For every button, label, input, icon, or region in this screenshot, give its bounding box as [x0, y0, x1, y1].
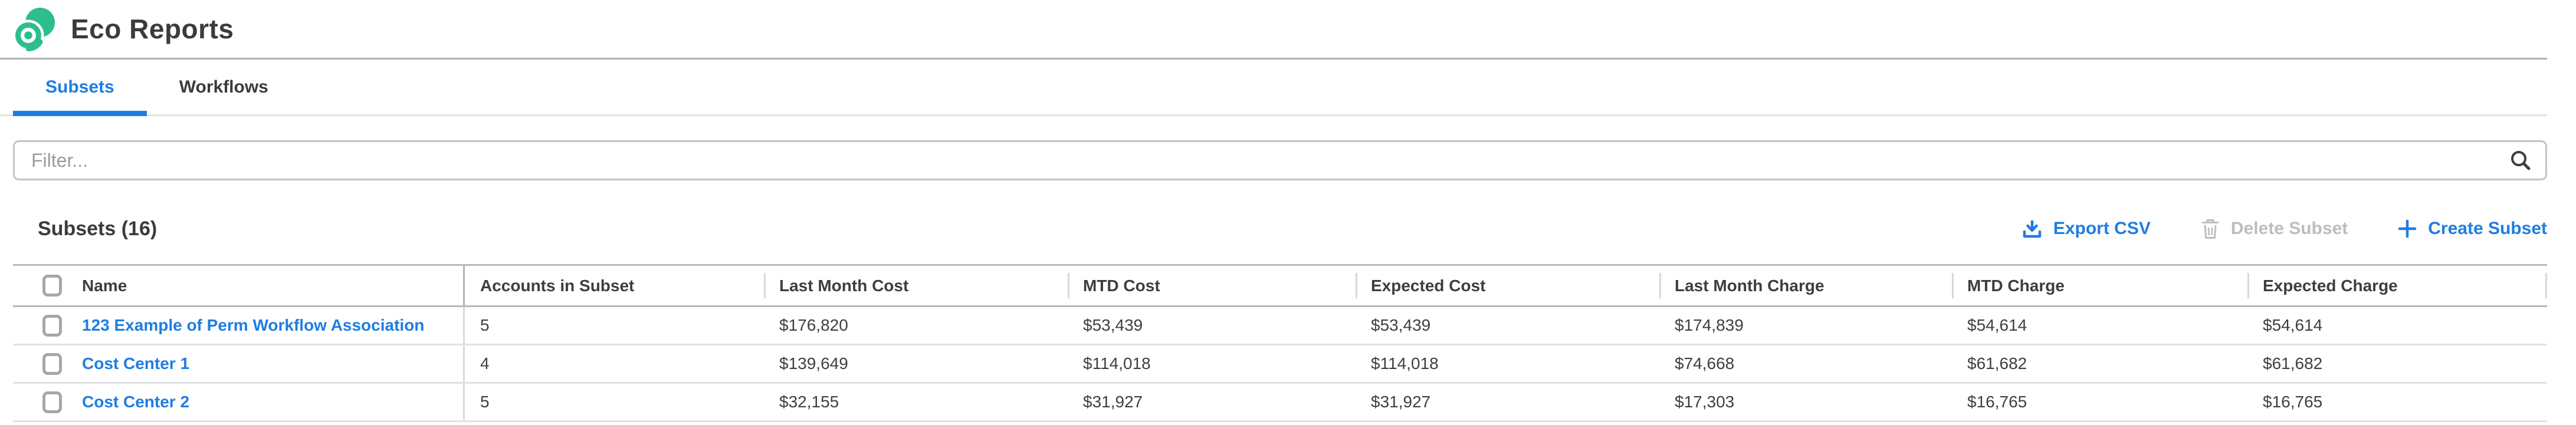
row-checkbox[interactable]: [42, 391, 62, 413]
mtd-cost-cell: $31,927: [1083, 393, 1143, 411]
last-month-charge-cell: $74,668: [1675, 354, 1735, 373]
tab-subsets[interactable]: Subsets: [13, 60, 147, 116]
column-header-accounts-in-subset: Accounts in Subset: [480, 276, 635, 295]
page-title: Eco Reports: [71, 14, 234, 44]
table-header-row: Name Accounts in Subset Last Month Cost …: [13, 264, 2547, 307]
expected-charge-cell: $16,765: [2263, 393, 2323, 411]
column-header-mtd-cost: MTD Cost: [1068, 266, 1356, 305]
expected-cost-cell: $114,018: [1371, 354, 1439, 373]
mtd-charge-cell: $16,765: [1967, 393, 2027, 411]
plus-icon: [2398, 219, 2417, 238]
subset-name-link[interactable]: Cost Center 1: [82, 354, 190, 373]
mtd-charge-cell: $54,614: [1967, 316, 2027, 334]
row-name-cell: Cost Center 2: [13, 384, 465, 420]
subsets-count-heading: Subsets (16): [38, 217, 157, 240]
table-row: Cost Center 2 5 $32,155 $31,927 $31,927 …: [13, 384, 2547, 422]
column-header-last-month-cost: Last Month Cost: [764, 266, 1068, 305]
toolbar: Subsets (16) Export CSV Delete Sub: [13, 210, 2547, 248]
mtd-cost-cell: $53,439: [1083, 316, 1143, 334]
subset-name-link[interactable]: 123 Example of Perm Workflow Association: [82, 316, 425, 334]
accounts-in-subset-cell: 5: [480, 316, 490, 334]
expected-cost-cell: $31,927: [1371, 393, 1431, 411]
filter-bar: [13, 140, 2547, 180]
last-month-cost-cell: $176,820: [779, 316, 848, 334]
subset-name-link[interactable]: Cost Center 2: [82, 393, 190, 411]
delete-subset-label: Delete Subset: [2230, 219, 2348, 238]
table-row: Cost Center 1 4 $139,649 $114,018 $114,0…: [13, 345, 2547, 384]
create-subset-button[interactable]: Create Subset: [2397, 219, 2547, 239]
last-month-charge-cell: $174,839: [1675, 316, 1744, 334]
expected-charge-cell: $61,682: [2263, 354, 2323, 373]
accounts-in-subset-cell: 5: [480, 393, 490, 411]
column-header-mtd-charge: MTD Charge: [1952, 266, 2247, 305]
mtd-charge-cell: $61,682: [1967, 354, 2027, 373]
expected-charge-cell: $54,614: [2263, 316, 2323, 334]
column-header-expected-charge: Expected Charge: [2247, 266, 2547, 305]
column-header-expected-cost: Expected Cost: [1356, 266, 1659, 305]
row-name-cell: Cost Center 1: [13, 345, 465, 382]
column-header-name: Name: [82, 276, 127, 295]
last-month-cost-cell: $32,155: [779, 393, 839, 411]
export-csv-label: Export CSV: [2053, 219, 2151, 238]
app-logo-icon: [13, 8, 55, 51]
accounts-in-subset-cell: 4: [480, 354, 490, 373]
export-csv-button[interactable]: Export CSV: [2022, 218, 2151, 239]
mtd-cost-cell: $114,018: [1083, 354, 1151, 373]
last-month-cost-cell: $139,649: [779, 354, 848, 373]
tab-workflows[interactable]: Workflows: [179, 77, 268, 97]
table-row: 123 Example of Perm Workflow Association…: [13, 307, 2547, 345]
column-header-last-month-charge: Last Month Charge: [1659, 266, 1952, 305]
delete-subset-button[interactable]: Delete Subset: [2200, 218, 2348, 240]
row-checkbox[interactable]: [42, 314, 62, 337]
expected-cost-cell: $53,439: [1371, 316, 1431, 334]
select-all-checkbox[interactable]: [42, 275, 62, 296]
search-icon[interactable]: [2509, 149, 2532, 172]
trash-icon: [2201, 219, 2219, 239]
download-icon: [2023, 220, 2042, 238]
filter-input[interactable]: [13, 140, 2547, 180]
top-bar: Eco Reports: [0, 0, 2547, 60]
row-checkbox[interactable]: [42, 352, 62, 375]
tab-bar: Subsets Workflows: [0, 60, 2547, 116]
create-subset-label: Create Subset: [2428, 219, 2547, 238]
last-month-charge-cell: $17,303: [1675, 393, 1735, 411]
header-cell-name: Name: [13, 266, 465, 305]
toolbar-actions: Export CSV Delete Subset Create Subset: [2022, 218, 2547, 240]
row-name-cell: 123 Example of Perm Workflow Association: [13, 307, 465, 344]
subsets-table: Name Accounts in Subset Last Month Cost …: [13, 264, 2547, 422]
